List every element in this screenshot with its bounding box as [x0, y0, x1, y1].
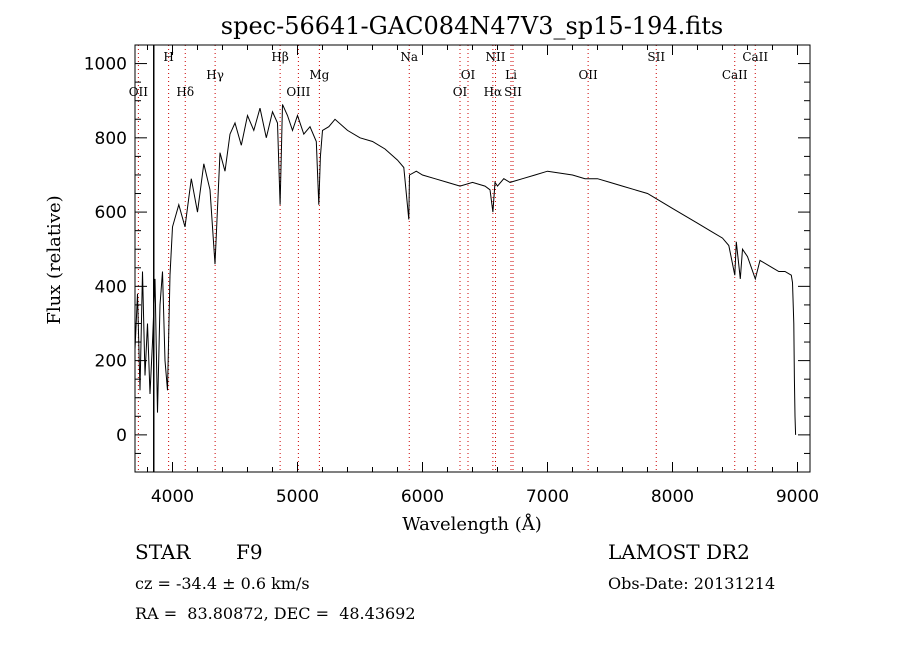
emission-line-label: CaII	[722, 68, 748, 82]
object-subclass: F9	[236, 540, 263, 564]
x-tick-label: 7000	[526, 487, 569, 507]
spectrum-line	[134, 104, 797, 435]
x-tick-label: 8000	[651, 487, 694, 507]
emission-line-label: NII	[486, 50, 506, 64]
emission-line-label: Na	[400, 50, 418, 64]
x-tick-label: 4000	[151, 487, 194, 507]
x-tick-label: 9000	[776, 487, 819, 507]
survey-name: LAMOST DR2	[608, 540, 750, 564]
emission-line-label: OI	[453, 85, 468, 99]
observation-date: Obs-Date: 20131214	[608, 574, 776, 593]
coordinates: RA = 83.80872, DEC = 48.43692	[135, 604, 416, 623]
y-axis-label: Flux (relative)	[44, 195, 65, 324]
y-tick-label: 400	[95, 277, 127, 297]
y-tick-label: 200	[95, 352, 127, 372]
emission-line-label: Mg	[309, 68, 329, 82]
y-tick-label: 1000	[84, 55, 127, 75]
emission-line-label: Hα	[484, 85, 503, 99]
y-tick-label: 0	[116, 426, 127, 446]
x-axis-label: Wavelength (Å)	[402, 513, 542, 535]
y-axis: 0 200 400 600 800 1000	[84, 55, 810, 473]
emission-line-label: OII	[129, 85, 149, 99]
emission-line-label: OII	[578, 68, 598, 82]
emission-line-label: SII	[504, 85, 522, 99]
x-axis: 4000 5000 6000 7000 8000 9000	[147, 45, 819, 507]
emission-line-markers	[137, 45, 756, 472]
x-tick-label: 5000	[276, 487, 319, 507]
y-tick-label: 600	[95, 203, 127, 223]
emission-line-label: Hδ	[176, 85, 194, 99]
y-tick-label: 800	[95, 129, 127, 149]
emission-line-label: Hγ	[206, 68, 224, 82]
emission-line-label: OIII	[286, 85, 310, 99]
emission-line-label: OI	[461, 68, 476, 82]
emission-line-label: Li	[505, 68, 517, 82]
emission-line-label: SII	[647, 50, 665, 64]
object-class: STAR	[135, 540, 191, 564]
chart-title: spec-56641-GAC084N47V3_sp15-194.fits	[221, 12, 723, 40]
redshift-value: cz = -34.4 ± 0.6 km/s	[135, 574, 310, 593]
emission-line-label: CaII	[742, 50, 768, 64]
x-tick-label: 6000	[401, 487, 444, 507]
emission-line-label: H	[163, 50, 173, 64]
plot-frame	[134, 44, 811, 473]
emission-line-label: Hβ	[271, 50, 288, 64]
